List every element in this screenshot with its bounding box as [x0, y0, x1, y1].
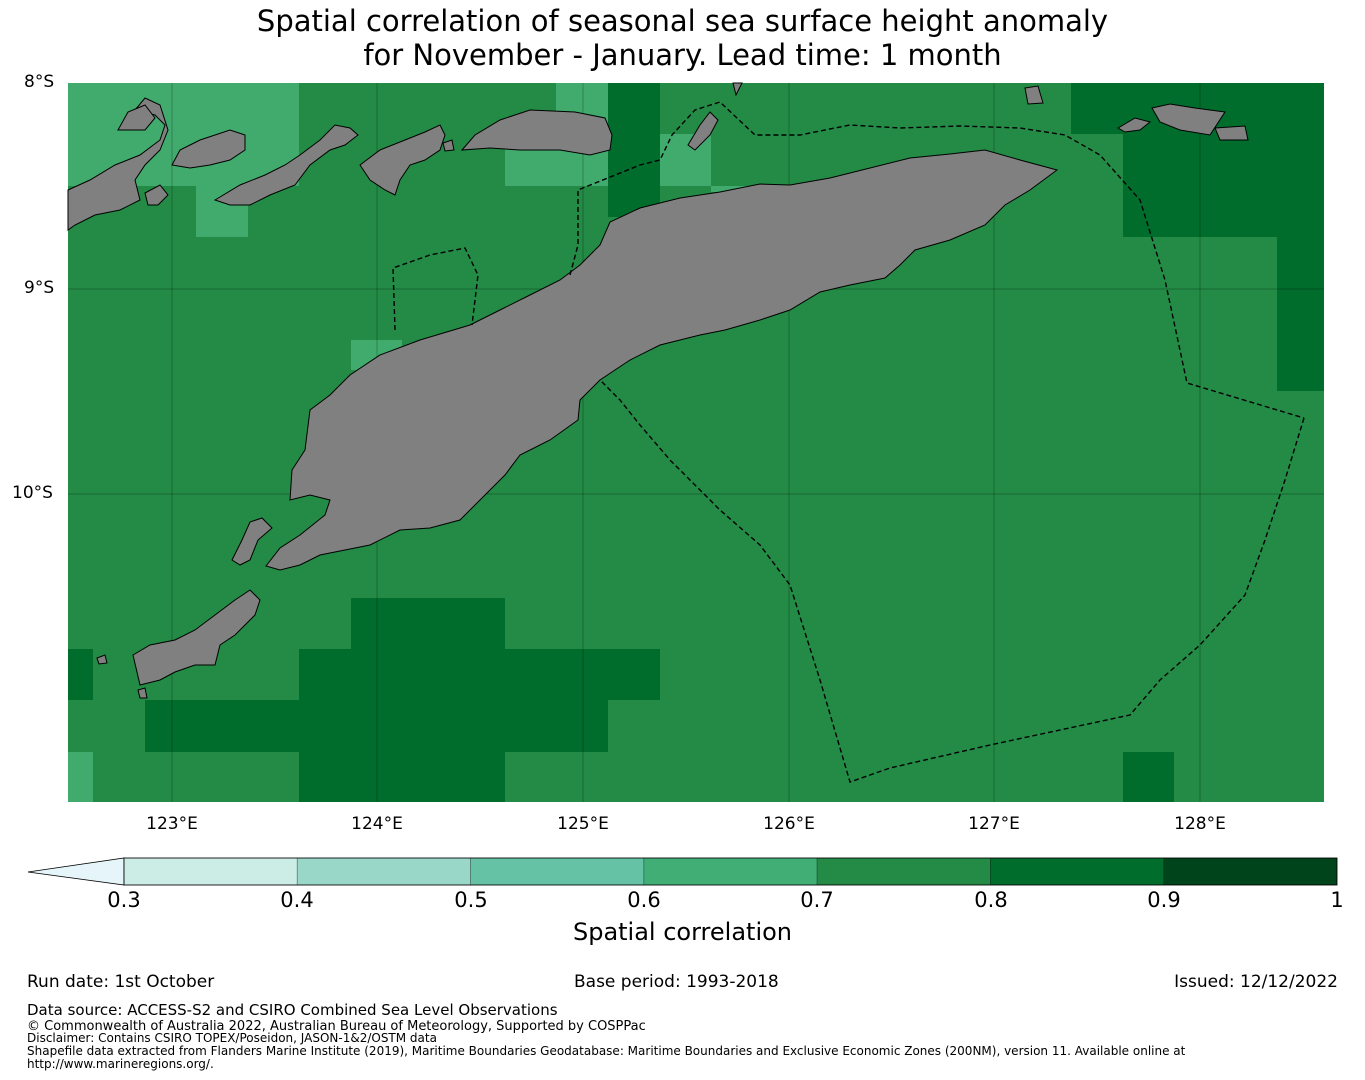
colorbar-bins	[123, 857, 1338, 886]
lon-label-126e: 126°E	[763, 814, 815, 834]
lat-label-8s: 8°S	[24, 72, 55, 92]
base-period: Base period: 1993-2018	[574, 972, 779, 992]
rote-island	[231, 517, 273, 566]
small-island-1	[144, 184, 169, 206]
chart-title-line-1: Spatial correlation of seasonal sea surf…	[256, 4, 1109, 38]
data-source: Data source: ACCESS-S2 and CSIRO Combine…	[27, 1001, 558, 1019]
colorbar-bin-5	[990, 857, 1165, 886]
colorbar-tick-0.7: 0.7	[800, 888, 834, 912]
marineregions-url: http://www.marineregions.org/.	[27, 1057, 214, 1071]
run-date: Run date: 1st October	[27, 972, 215, 992]
colorbar-bin-3	[643, 857, 818, 886]
colorbar-label: Spatial correlation	[572, 918, 793, 946]
north-island-1	[1024, 85, 1044, 105]
north-island-2	[1151, 103, 1226, 136]
north-island-4	[1214, 125, 1249, 141]
disclaimer: Disclaimer: Contains CSIRO TOPEX/Poseido…	[27, 1031, 437, 1045]
lat-label-10s: 10°S	[12, 483, 53, 503]
lon-label-128e: 128°E	[1174, 814, 1226, 834]
eez-south	[599, 379, 1305, 783]
ocean-cells-light	[68, 83, 814, 802]
colorbar-tick-0.5: 0.5	[454, 888, 488, 912]
north-island-5	[732, 82, 743, 97]
pantar-island	[213, 124, 359, 206]
lon-label-123e: 123°E	[146, 814, 198, 834]
small-island-2	[137, 687, 148, 699]
eez-oecusse	[392, 247, 479, 331]
small-island-4	[442, 139, 455, 152]
copyright-notice: © Commonwealth of Australia 2022, Austra…	[27, 1019, 646, 1034]
lon-label-124e: 124°E	[351, 814, 403, 834]
atauro-island	[687, 111, 719, 151]
colorbar-under-arrow	[27, 857, 125, 886]
colorbar-tick-0.9: 0.9	[1147, 888, 1181, 912]
eez-boundaries	[392, 101, 1305, 783]
timor-island	[265, 149, 1059, 571]
small-island-3	[96, 654, 108, 665]
colorbar-tick-0.6: 0.6	[627, 888, 661, 912]
eez-north	[569, 101, 1305, 419]
land-masses	[67, 82, 1249, 699]
colorbar-tick-1: 1	[1330, 888, 1344, 912]
flores-island	[67, 97, 169, 231]
lon-label-127e: 127°E	[968, 814, 1020, 834]
colorbar-frame	[123, 857, 1338, 886]
issued-date: Issued: 12/12/2022	[1174, 972, 1338, 992]
colorbar-bin-2	[470, 857, 645, 886]
correlation-map	[67, 82, 1324, 802]
lembata-island	[171, 129, 246, 169]
ocean-cells-dark	[68, 83, 1324, 802]
colorbar-tick-0.8: 0.8	[974, 888, 1008, 912]
colorbar-tick-0.3: 0.3	[107, 888, 141, 912]
lat-label-9s: 9°S	[24, 278, 55, 298]
sawu-island	[132, 589, 261, 686]
solor-island	[117, 104, 156, 131]
chart-title-line-2: for November - January. Lead time: 1 mon…	[363, 38, 1002, 72]
alor-island	[359, 124, 446, 196]
north-island-3	[1117, 117, 1152, 133]
lon-label-125e: 125°E	[557, 814, 609, 834]
colorbar-tick-0.4: 0.4	[280, 888, 314, 912]
colorbar-bin-4	[816, 857, 991, 886]
shapefile-credit: Shapefile data extracted from Flanders M…	[27, 1044, 1186, 1058]
colorbar-bin-1	[296, 857, 471, 886]
colorbar-bin-0	[123, 857, 298, 886]
colorbar-bin-6	[1163, 857, 1338, 886]
wetar-island	[460, 109, 613, 156]
